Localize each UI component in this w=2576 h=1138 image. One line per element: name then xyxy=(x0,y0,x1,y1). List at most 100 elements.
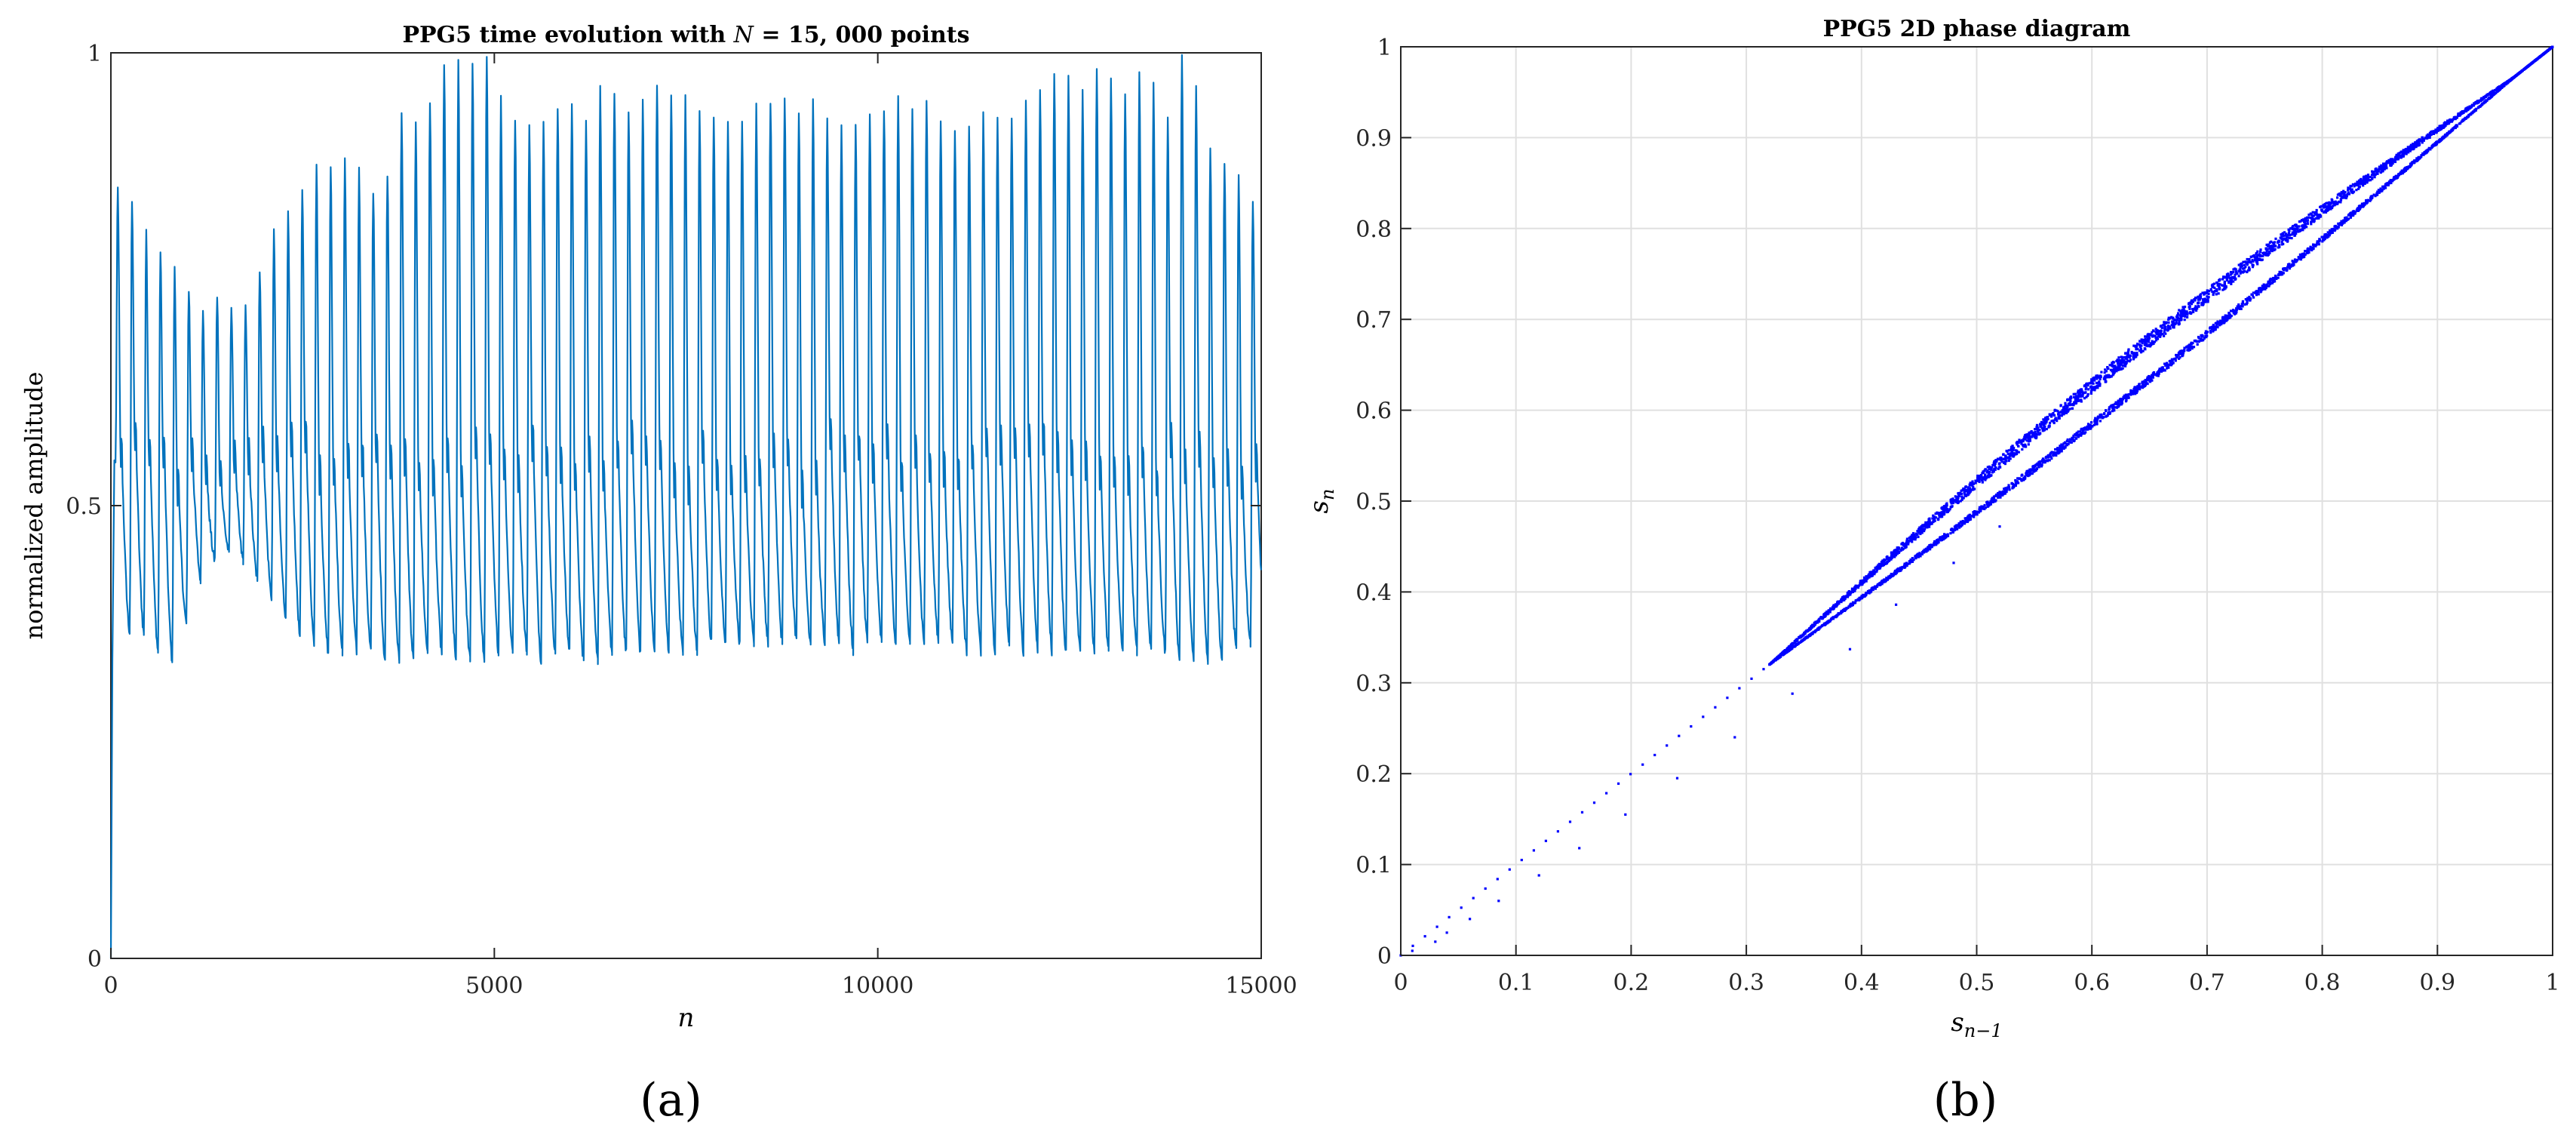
scatter-point xyxy=(2002,453,2005,456)
scatter-point xyxy=(2213,286,2216,289)
scatter-point xyxy=(2296,228,2299,231)
scatter-point xyxy=(2444,133,2447,137)
scatter-point xyxy=(2274,275,2277,279)
scatter-point xyxy=(2121,358,2124,361)
scatter-point xyxy=(2261,284,2264,288)
scatter-point xyxy=(2081,390,2084,393)
scatter-point xyxy=(2329,229,2332,232)
scatter-point xyxy=(2094,420,2097,423)
scatter-point xyxy=(2028,435,2031,438)
scatter-point xyxy=(2151,376,2154,379)
x-tick-label: 10000 xyxy=(842,973,913,999)
scatter-point xyxy=(1826,613,1829,616)
scatter-point xyxy=(2363,175,2366,178)
scatter-point xyxy=(2167,318,2170,321)
scatter-point xyxy=(2013,447,2016,450)
scatter-point xyxy=(2138,345,2142,348)
scatter-point xyxy=(2146,383,2149,386)
scatter-point xyxy=(2390,159,2393,162)
scatter-point xyxy=(2116,402,2119,405)
scatter-point xyxy=(1870,590,1873,593)
scatter-point xyxy=(2240,270,2243,273)
scatter-point xyxy=(1988,468,1991,471)
scatter-point xyxy=(1472,897,1475,900)
scatter-point xyxy=(1924,524,1927,527)
scatter-point xyxy=(1957,523,1960,526)
scatter-point xyxy=(2432,132,2435,135)
scatter-point xyxy=(2277,239,2280,242)
scatter-point xyxy=(1827,620,1830,623)
scatter-point xyxy=(2188,307,2191,310)
scatter-point xyxy=(2214,321,2217,325)
scatter-point xyxy=(2290,233,2293,236)
scatter-point xyxy=(2204,300,2207,303)
scatter-point xyxy=(2442,125,2446,128)
scatter-point xyxy=(1905,540,1908,543)
scatter-point xyxy=(2284,232,2287,235)
scatter-point xyxy=(2034,464,2037,467)
scatter-point xyxy=(2105,409,2108,412)
phase-diagram-grid xyxy=(1400,46,2553,956)
scatter-point xyxy=(2350,188,2353,191)
scatter-point xyxy=(2397,174,2400,177)
scatter-point xyxy=(1943,510,1946,513)
scatter-point xyxy=(2092,382,2095,385)
scatter-point xyxy=(2120,400,2123,404)
scatter-point xyxy=(2228,312,2231,315)
scatter-point xyxy=(2467,106,2470,109)
scatter-point xyxy=(2406,148,2409,151)
scatter-point xyxy=(2124,357,2127,360)
scatter-point xyxy=(2040,423,2043,426)
scatter-point xyxy=(2045,428,2048,431)
scatter-point xyxy=(2049,421,2052,424)
scatter-point xyxy=(2029,472,2032,475)
scatter-point xyxy=(2292,232,2295,235)
scatter-point xyxy=(1976,479,1979,482)
scatter-point xyxy=(2105,380,2108,383)
scatter-point xyxy=(1896,567,1899,571)
scatter-point xyxy=(2293,234,2297,237)
scatter-point xyxy=(2042,429,2045,432)
scatter-point xyxy=(2110,375,2113,378)
scatter-point xyxy=(2323,233,2326,236)
scatter-point xyxy=(2455,125,2458,128)
scatter-point xyxy=(2060,448,2063,451)
scatter-point xyxy=(1969,515,1972,518)
scatter-point xyxy=(1960,498,1963,501)
scatter-point xyxy=(2421,136,2424,139)
scatter-point xyxy=(2100,413,2103,417)
scatter-point xyxy=(1943,534,1946,537)
scatter-point xyxy=(2116,358,2119,361)
scatter-point xyxy=(2215,293,2218,296)
scatter-point xyxy=(1979,509,1982,512)
scatter-point xyxy=(2050,420,2053,423)
scatter-point xyxy=(2000,493,2003,496)
scatter-point xyxy=(2197,337,2200,340)
scatter-point xyxy=(2020,442,2023,445)
scatter-point xyxy=(2535,58,2538,61)
scatter-point xyxy=(2209,331,2212,334)
scatter-point xyxy=(2425,134,2428,137)
scatter-point xyxy=(2341,221,2344,224)
scatter-point xyxy=(2265,250,2268,253)
scatter-point xyxy=(2135,388,2138,391)
scatter-point xyxy=(2052,412,2055,415)
scatter-point xyxy=(2201,303,2204,306)
scatter-point xyxy=(2313,214,2316,217)
scatter-point xyxy=(1926,526,1929,529)
scatter-point xyxy=(2034,430,2037,433)
scatter-point xyxy=(1926,546,1930,549)
scatter-point xyxy=(2315,208,2318,212)
scatter-point xyxy=(1932,521,1935,524)
scatter-point xyxy=(2178,357,2181,360)
scatter-point xyxy=(2172,320,2175,323)
scatter-point xyxy=(2097,415,2100,418)
scatter-point xyxy=(1926,523,1929,526)
scatter-point xyxy=(2373,176,2376,179)
scatter-point xyxy=(1871,586,1874,589)
scatter-point xyxy=(1911,560,1914,563)
scatter-point xyxy=(2045,419,2048,422)
scatter-point xyxy=(2379,168,2382,171)
scatter-point xyxy=(2274,274,2277,278)
scatter-point xyxy=(2234,268,2237,271)
